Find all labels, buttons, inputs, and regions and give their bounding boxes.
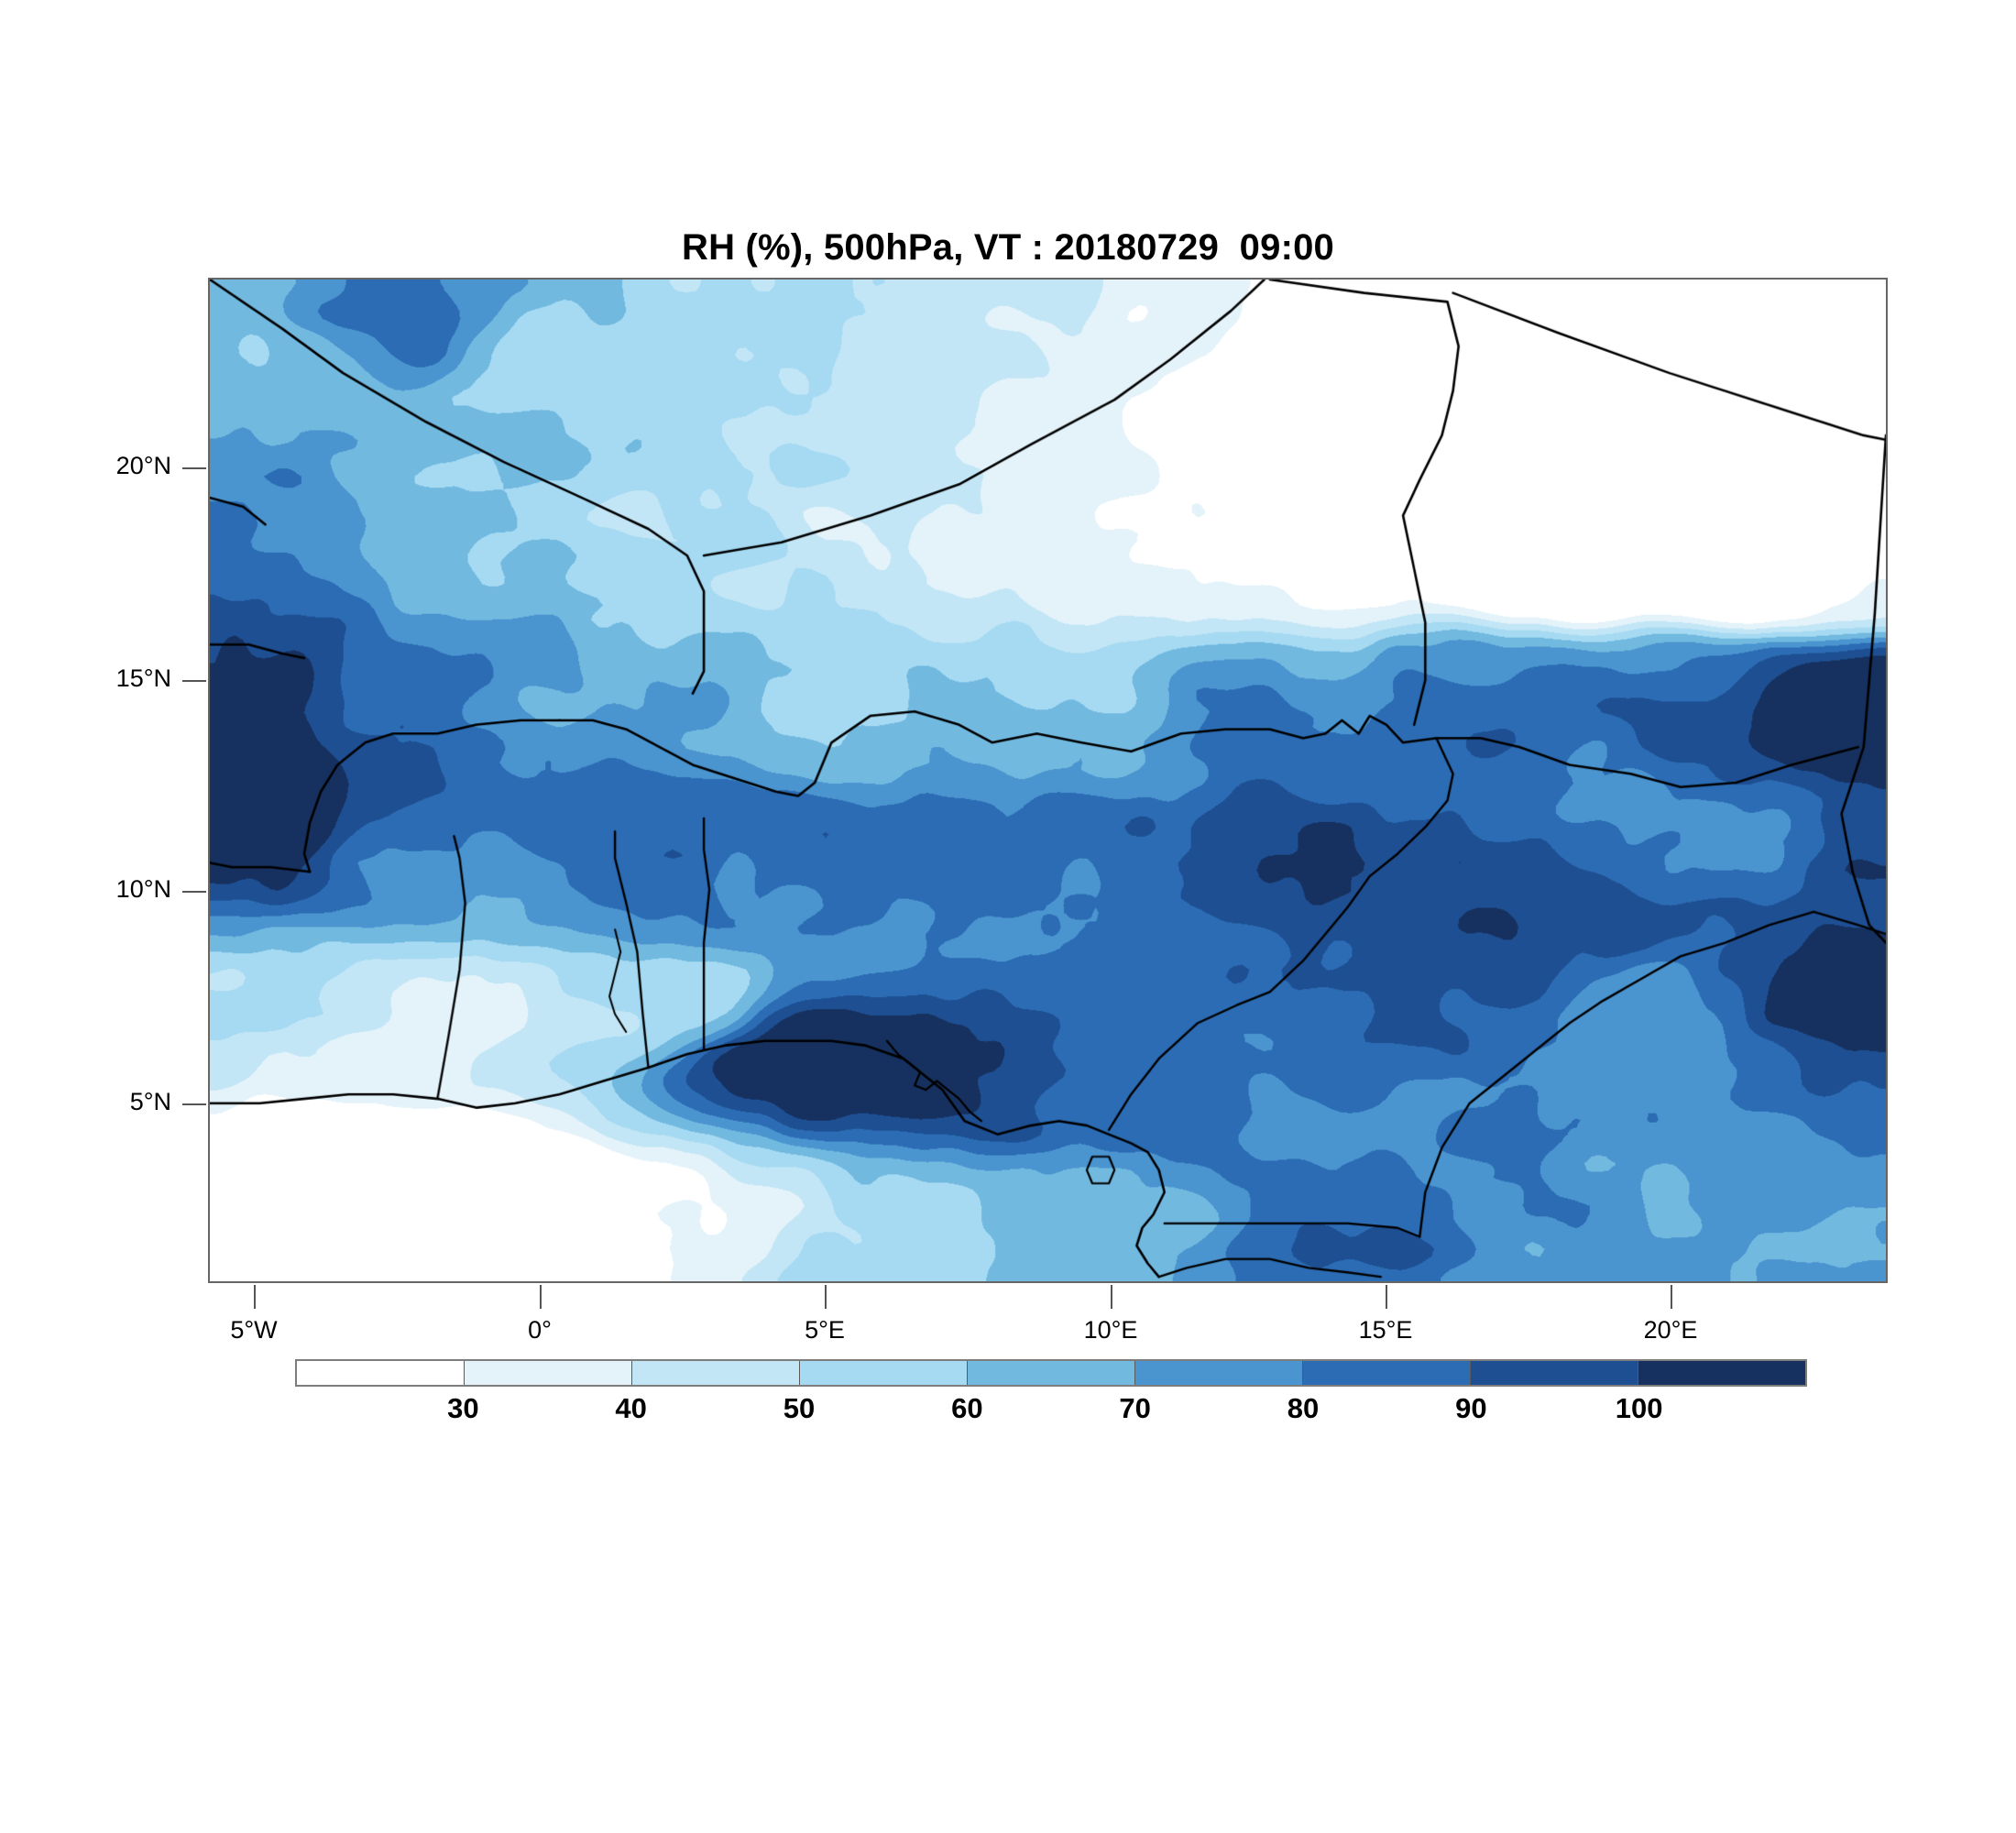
xtick-label-4: 15°E: [1358, 1316, 1413, 1344]
colorbar-segment-1[interactable]: [464, 1361, 631, 1385]
xtick-mark-0: [254, 1285, 256, 1309]
ytick-label-3: 5°N: [129, 1088, 171, 1115]
colorbar-segment-5[interactable]: [1134, 1361, 1302, 1385]
colorbar-segment-0[interactable]: [297, 1361, 464, 1385]
xtick-mark-1: [540, 1285, 542, 1309]
xtick-mark-3: [1111, 1285, 1112, 1309]
ytick-mark-0: [182, 467, 206, 469]
xtick-label-5: 20°E: [1643, 1316, 1698, 1344]
colorbar-tick-100: 100: [1615, 1392, 1663, 1424]
colorbar-tick-40: 40: [615, 1392, 647, 1424]
ytick-label-1: 15°N: [115, 664, 171, 692]
colorbar-tick-60: 60: [951, 1392, 983, 1424]
colorbar-tick-30: 30: [447, 1392, 479, 1424]
colorbar-segment-8[interactable]: [1638, 1361, 1805, 1385]
ytick-mark-1: [182, 680, 206, 682]
colorbar-segment-4[interactable]: [967, 1361, 1134, 1385]
colorbar-segment-7[interactable]: [1470, 1361, 1638, 1385]
xtick-label-1: 0°: [528, 1316, 552, 1344]
rh-contour-field: [210, 280, 1886, 1281]
xtick-mark-2: [825, 1285, 827, 1309]
ytick-label-0: 20°N: [115, 452, 171, 479]
colorbar-tick-80: 80: [1287, 1392, 1320, 1424]
xtick-mark-4: [1386, 1285, 1387, 1309]
colorbar-tick-90: 90: [1455, 1392, 1487, 1424]
colorbar-segment-3[interactable]: [799, 1361, 967, 1385]
colorbar-tick-70: 70: [1119, 1392, 1151, 1424]
colorbar-segment-6[interactable]: [1302, 1361, 1470, 1385]
colorbar-segment-2[interactable]: [631, 1361, 799, 1385]
rh-colorbar[interactable]: [295, 1359, 1807, 1387]
xtick-mark-5: [1671, 1285, 1672, 1309]
ytick-label-2: 10°N: [115, 875, 171, 903]
page-title: RH (%), 500hPa, VT : 20180729 09:00: [681, 227, 1334, 268]
map-plot-area[interactable]: [208, 278, 1888, 1283]
colorbar-tick-50: 50: [783, 1392, 816, 1424]
ytick-mark-2: [182, 891, 206, 893]
xtick-label-3: 10°E: [1083, 1316, 1138, 1344]
xtick-label-2: 5°E: [805, 1316, 845, 1344]
xtick-label-0: 5°W: [230, 1316, 278, 1344]
ytick-mark-3: [182, 1103, 206, 1105]
